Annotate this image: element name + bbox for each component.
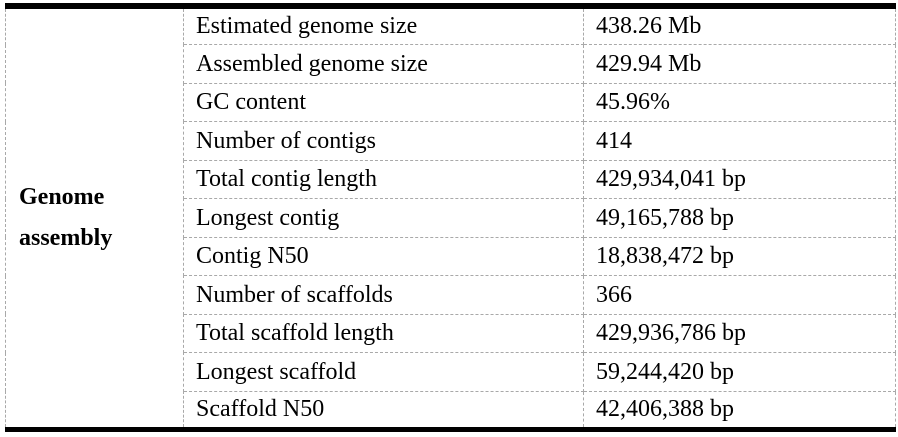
table-row: Scaffold N50 42,406,388 bp <box>6 390 896 430</box>
stat-value: 18,838,472 bp <box>583 236 896 276</box>
row-group-label: Genome assembly <box>19 184 113 251</box>
stat-value: 438.26 Mb <box>583 5 896 45</box>
stat-label: Number of contigs <box>183 121 584 161</box>
table-row: Assembled genome size 429.94 Mb <box>6 44 896 84</box>
genome-assembly-stats-table: Genome assembly Estimated genome size 43… <box>5 3 896 432</box>
stat-value: 366 <box>583 275 896 315</box>
stat-label: Total contig length <box>183 159 584 199</box>
stat-label: Number of scaffolds <box>183 275 584 315</box>
table-row: Longest scaffold 59,244,420 bp <box>6 352 896 392</box>
row-group-cell: Genome assembly <box>5 6 184 430</box>
stat-label: Scaffold N50 <box>183 390 584 430</box>
stat-value: 59,244,420 bp <box>583 352 896 392</box>
stat-value: 414 <box>583 121 896 161</box>
stat-label: Contig N50 <box>183 236 584 276</box>
table-row: Longest contig 49,165,788 bp <box>6 198 896 238</box>
stat-value: 45.96% <box>583 82 896 122</box>
stat-label: Longest scaffold <box>183 352 584 392</box>
stat-label: Estimated genome size <box>183 5 584 45</box>
stat-label: Total scaffold length <box>183 313 584 353</box>
stat-value: 429.94 Mb <box>583 44 896 84</box>
table-row: Number of scaffolds 366 <box>6 275 896 315</box>
stat-value: 429,936,786 bp <box>583 313 896 353</box>
stat-label: Assembled genome size <box>183 44 584 84</box>
stat-value: 42,406,388 bp <box>583 390 896 430</box>
table-row: Contig N50 18,838,472 bp <box>6 236 896 276</box>
stat-value: 429,934,041 bp <box>583 159 896 199</box>
table-row: Total scaffold length 429,936,786 bp <box>6 313 896 353</box>
stat-label: Longest contig <box>183 198 584 238</box>
table-row: Genome assembly Estimated genome size 43… <box>5 5 896 430</box>
stat-label: GC content <box>183 82 584 122</box>
table-row: GC content 45.96% <box>6 82 896 122</box>
stat-value: 49,165,788 bp <box>583 198 896 238</box>
